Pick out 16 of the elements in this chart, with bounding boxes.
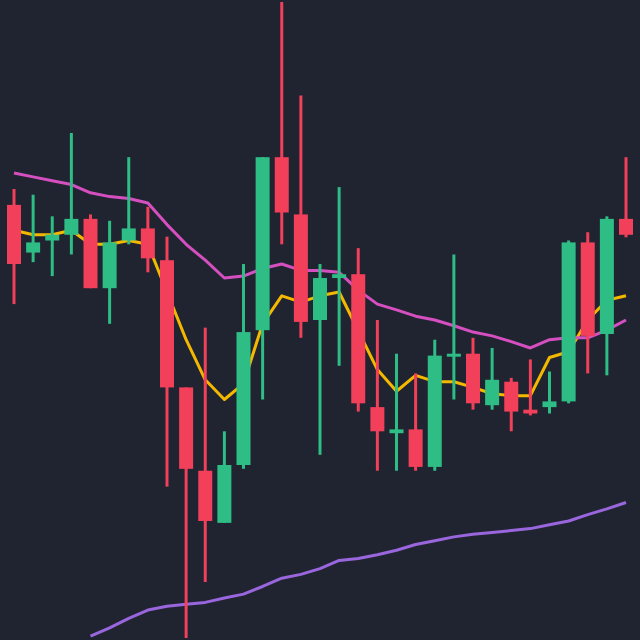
- candlestick: [26, 193, 41, 264]
- candlestick: [619, 155, 633, 239]
- candlestick: [504, 376, 519, 433]
- candlestick: [389, 352, 404, 473]
- candlestick: [45, 214, 60, 278]
- candlestick: [370, 318, 385, 473]
- candlestick: [332, 185, 347, 368]
- candlestick: [485, 346, 500, 412]
- candlestick: [408, 371, 423, 473]
- candlestick: [140, 205, 155, 274]
- candlestick: [102, 219, 117, 326]
- candlestick: [446, 252, 461, 401]
- candlestick: [121, 155, 136, 246]
- candlestick: [542, 370, 557, 415]
- candlestick: [313, 262, 327, 457]
- candlestick: [64, 131, 79, 256]
